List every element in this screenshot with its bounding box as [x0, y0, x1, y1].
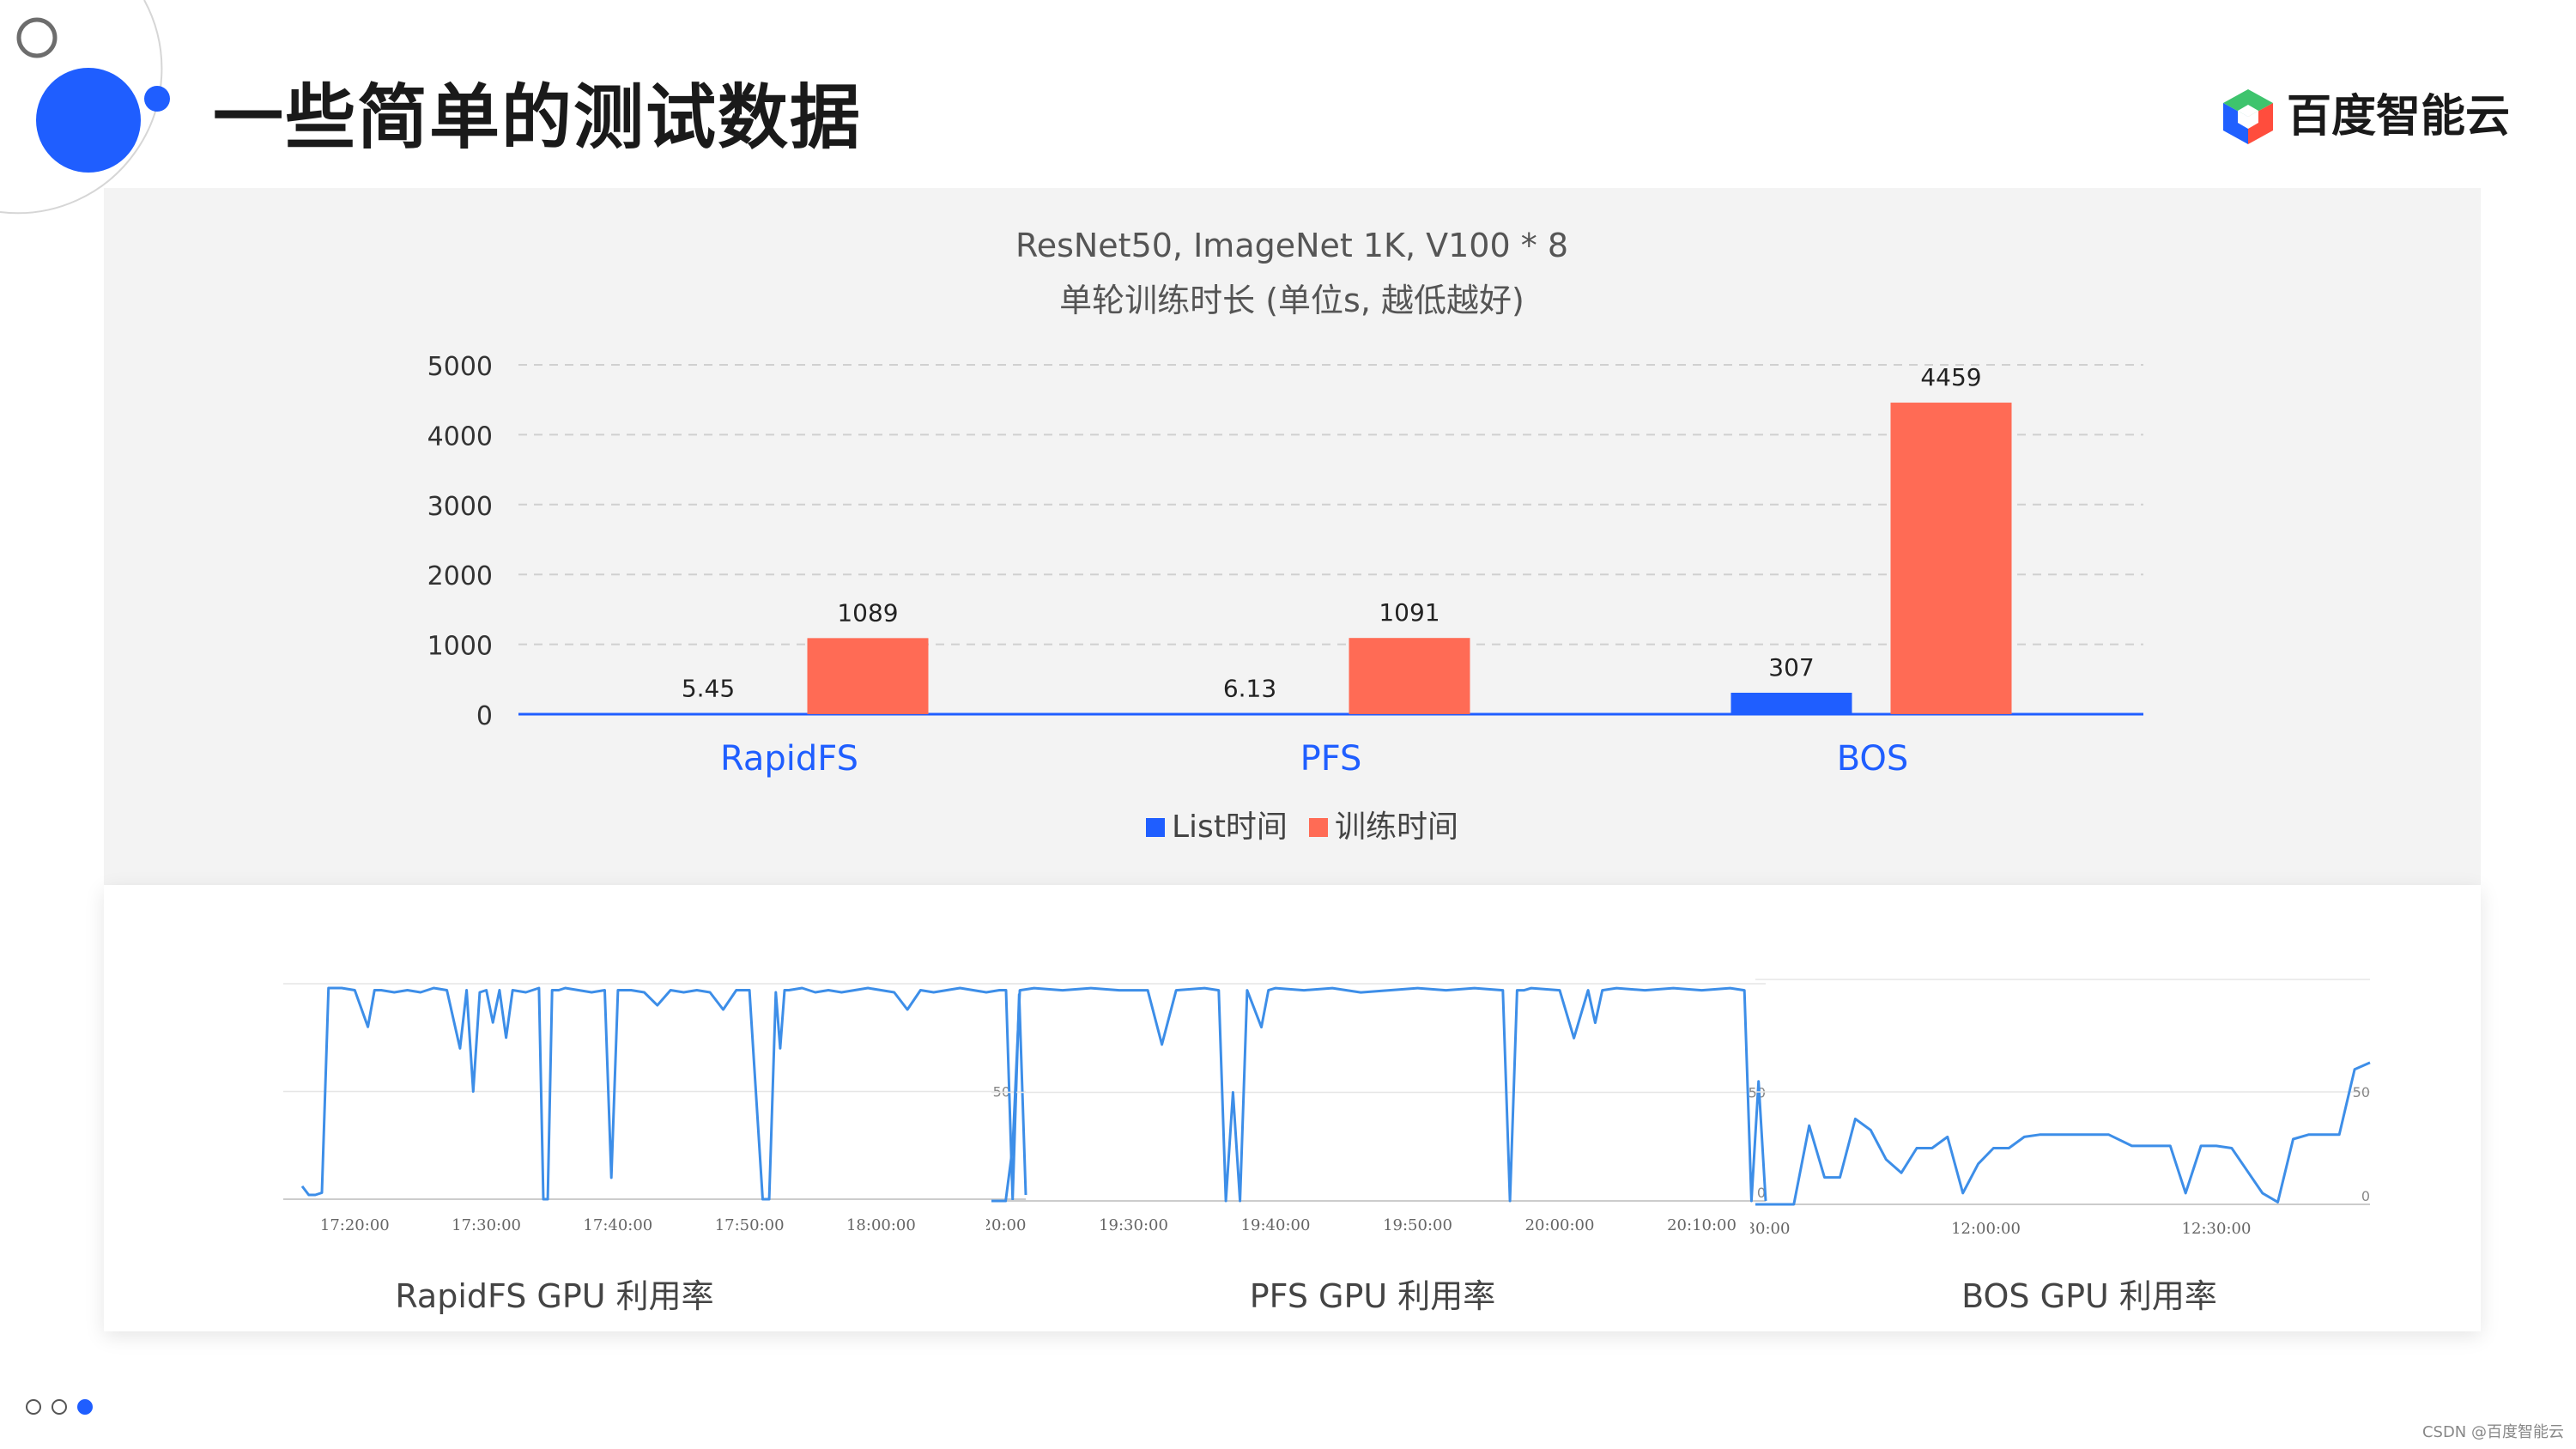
- bar-train-rapidfs: [807, 638, 929, 714]
- pfs-gpu-line-chart: 50019:20:0019:30:0019:40:0019:50:0020:00…: [986, 983, 1767, 1234]
- page-title: 一些简单的测试数据: [213, 77, 863, 159]
- chart-gridlines: [518, 364, 2143, 716]
- bar-value-label: 4459: [1920, 363, 1981, 391]
- gpu-x-tick-label: 18:00:00: [846, 1216, 916, 1234]
- pagination-dot[interactable]: [26, 1399, 41, 1415]
- gpu-x-tick-label: 20:10:00: [1667, 1216, 1737, 1234]
- gpu-utilization-line: [991, 986, 1767, 1203]
- gpu-utilization-panel: 50 17:20:00 17:30:00 17:40:00 17:50:00 18:00:…: [104, 885, 2481, 1331]
- y-tick-label: 0: [476, 701, 493, 731]
- bar-train-bos: [1890, 403, 2012, 714]
- bar-train-pfs: [1349, 638, 1470, 714]
- bar-value-label: 1089: [837, 598, 898, 627]
- bar-value-label: 1091: [1379, 598, 1440, 627]
- gpu-x-tick-label: 19:40:00: [1241, 1216, 1311, 1234]
- gpu-x-tick-label: 17:50:00: [715, 1216, 785, 1234]
- legend-label: 训练时间: [1335, 809, 1458, 845]
- brand-logo: 百度智能云: [2220, 82, 2510, 151]
- decor-big-dot: [36, 68, 141, 173]
- gpu-x-tick-label: 12:30:00: [2182, 1220, 2252, 1238]
- x-category-label: PFS: [1300, 739, 1362, 779]
- y-tick-label: 2000: [427, 561, 493, 591]
- chart-legend: List时间 训练时间: [1146, 809, 1458, 845]
- y-axis-ticks: 0 1000 2000 3000 4000 5000: [427, 352, 493, 731]
- x-axis-labels: RapidFS PFS BOS: [720, 739, 1908, 779]
- chart-subtitle: 单轮训练时长 (单位s, 越低越好): [1059, 282, 1524, 319]
- gpu-x-tick-label: 19:50:00: [1383, 1216, 1452, 1234]
- chart-bars: 5.45 1089 6.13 1091 307 4459: [647, 363, 2012, 714]
- bar-value-label: 6.13: [1223, 675, 1276, 703]
- header-decoration: [0, 0, 170, 215]
- bos-gpu-line-chart: 50 0 11:30:00 12:00:00 12:30:00: [1750, 979, 2371, 1238]
- gpu-x-tick-label: 17:40:00: [583, 1216, 652, 1234]
- gpu-x-tick-label: 11:30:00: [1750, 1220, 1790, 1238]
- gpu-y-zero-label: 0: [1757, 1185, 1766, 1201]
- bos-gpu-chart-block: 50 0 11:30:00 12:00:00 12:30:00 BOS GPU 利用率: [1750, 919, 2471, 1315]
- legend-label: List时间: [1172, 809, 1288, 845]
- watermark: CSDN @百度智能云: [2421, 1423, 2564, 1441]
- bar-chart-panel: ResNet50, ImageNet 1K, V100 * 8 单轮训练时长 (…: [104, 188, 2481, 885]
- x-category-label: BOS: [1837, 739, 1909, 779]
- gpu-utilization-line: [1755, 1061, 2371, 1206]
- cube-logo-icon: [2223, 89, 2273, 144]
- brand-name: 百度智能云: [2287, 91, 2511, 142]
- gpu-x-tick-label: 19:30:00: [1099, 1216, 1168, 1234]
- rapidfs-gpu-caption: RapidFS GPU 利用率: [395, 1277, 714, 1315]
- y-tick-label: 3000: [427, 492, 493, 522]
- pagination-dot[interactable]: [52, 1399, 67, 1415]
- decor-ring: [16, 17, 58, 58]
- legend-swatch: [1309, 818, 1328, 837]
- bar-list-bos: [1730, 693, 1852, 714]
- gpu-y-zero-label: 0: [2361, 1188, 2370, 1204]
- y-tick-label: 4000: [427, 421, 493, 452]
- gpu-x-tick-label: 19:20:00: [986, 1216, 1026, 1234]
- gpu-x-tick-label: 12:00:00: [1951, 1220, 2021, 1238]
- bar-value-label: 5.45: [682, 675, 735, 703]
- bar-value-label: 307: [1768, 653, 1814, 682]
- gpu-x-tick-label: 17:30:00: [452, 1216, 521, 1234]
- decor-arc: [0, 0, 163, 215]
- y-tick-label: 1000: [427, 632, 493, 662]
- pfs-gpu-caption: PFS GPU 利用率: [1249, 1277, 1496, 1315]
- gpu-x-tick-label: 17:20:00: [320, 1216, 390, 1234]
- pagination-dot[interactable]: [77, 1399, 93, 1415]
- rapidfs-gpu-chart-block: 50 17:20:00 17:30:00 17:40:00 17:50:00 18:00:…: [190, 919, 1031, 1315]
- pagination-dots: [26, 1399, 93, 1415]
- gpu-x-tick-label: 20:00:00: [1525, 1216, 1595, 1234]
- legend-swatch: [1146, 818, 1165, 837]
- gpu-utilization-line: [300, 986, 1027, 1201]
- bar-chart: ResNet50, ImageNet 1K, V100 * 8 单轮训练时长 (…: [427, 227, 2143, 845]
- pfs-gpu-chart-block: 50019:20:0019:30:0019:40:0019:50:0020:00…: [986, 919, 1827, 1315]
- decor-small-dot: [144, 86, 170, 112]
- gpu-y-tick-label: 50: [2353, 1084, 2370, 1100]
- chart-title: ResNet50, ImageNet 1K, V100 * 8: [1015, 227, 1568, 264]
- x-category-label: RapidFS: [720, 739, 858, 779]
- y-tick-label: 5000: [427, 352, 493, 382]
- bos-gpu-caption: BOS GPU 利用率: [1961, 1277, 2217, 1315]
